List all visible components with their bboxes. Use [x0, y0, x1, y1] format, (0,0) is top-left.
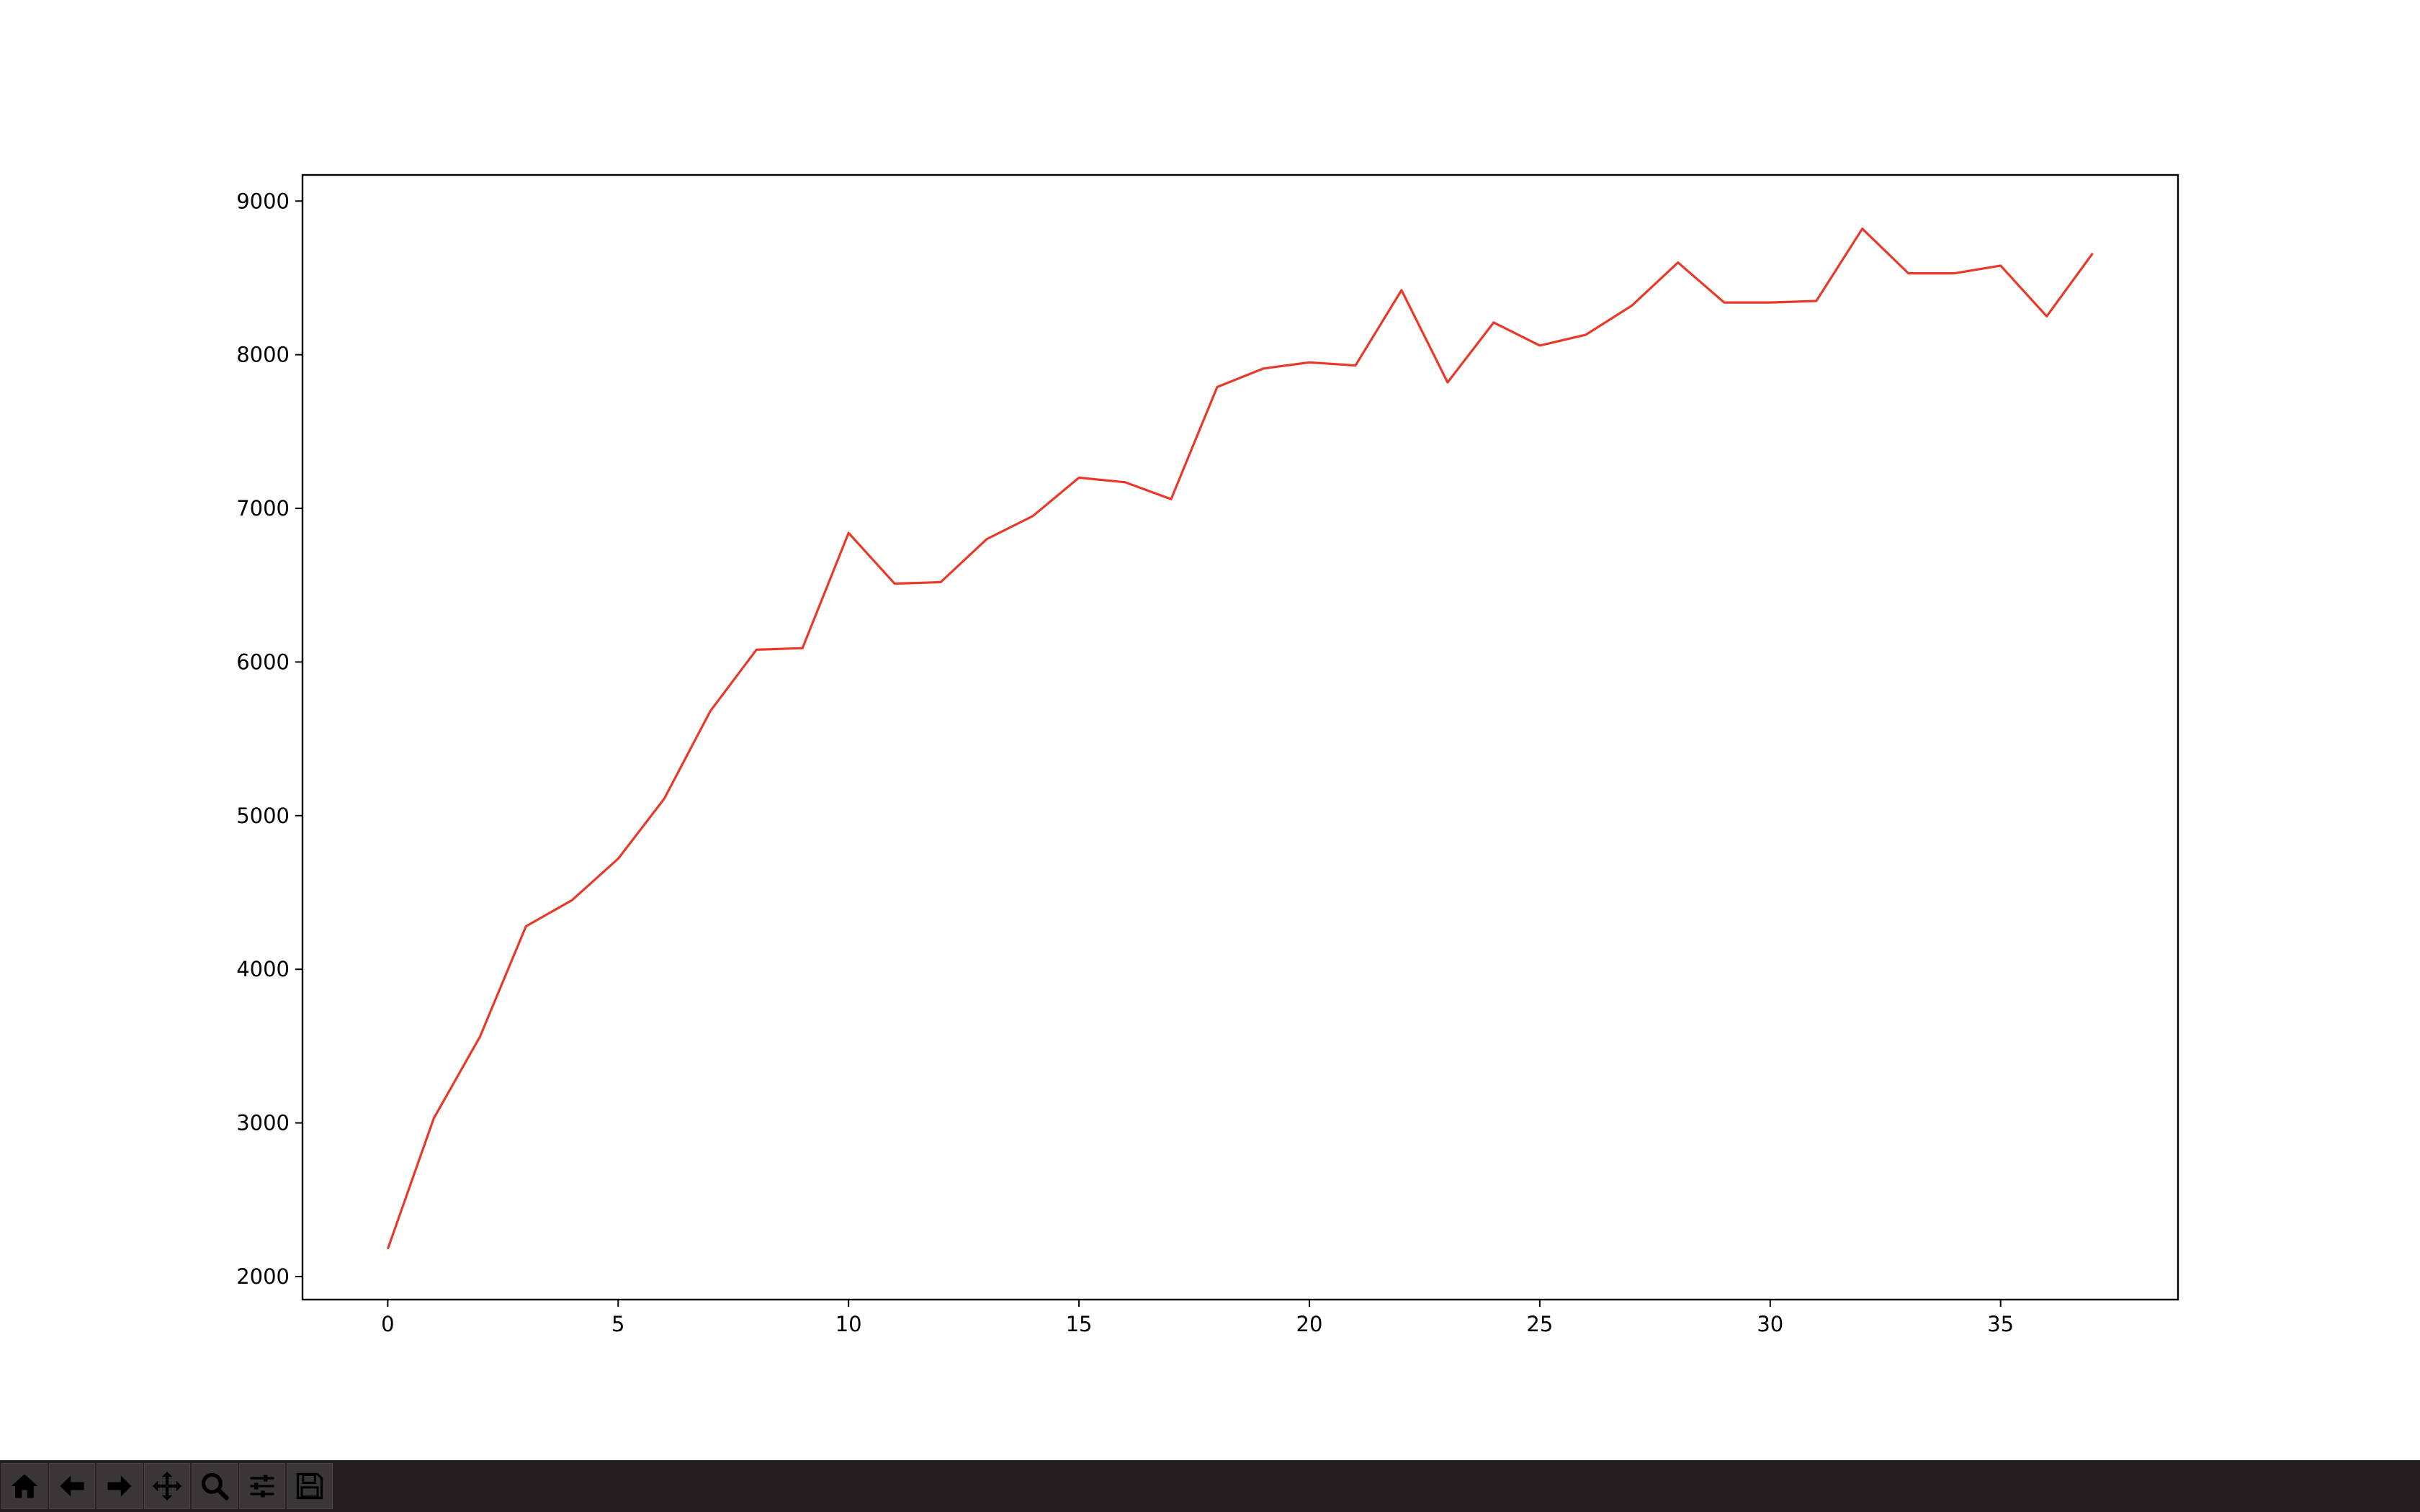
x-tick-label: 30: [1757, 1312, 1783, 1336]
forward-arrow-icon: [107, 1475, 132, 1497]
forward-button[interactable]: [97, 1463, 143, 1509]
navigation-toolbar: [0, 1460, 2420, 1512]
x-tick-label: 0: [381, 1312, 394, 1336]
home-button[interactable]: [1, 1463, 48, 1509]
zoom-magnifier-icon: [201, 1472, 229, 1500]
figure-canvas: 0 5 10 15 20 25 30 35 2000 3000 4000 5000 6000 7000 80…: [236, 174, 2179, 1336]
y-tick-label: 3000: [236, 1111, 290, 1135]
y-tick-label: 6000: [236, 649, 290, 674]
configure-subplots-button[interactable]: [239, 1463, 285, 1509]
x-tick-label: 25: [1526, 1312, 1553, 1336]
configure-subplots-icon: [250, 1475, 274, 1498]
y-tick-label: 2000: [236, 1264, 290, 1289]
y-tick-label: 5000: [236, 804, 290, 828]
y-tick-label: 8000: [236, 343, 290, 367]
axes-frame: [301, 174, 2179, 1301]
y-tick-label: 9000: [236, 189, 290, 213]
line-chart: 0 5 10 15 20 25 30 35 2000 3000 4000 5000 6000 7000 80…: [236, 174, 2179, 1336]
axis-ticks: 0 5 10 15 20 25 30 35 2000 3000 4000 5000 6000 7000 80…: [236, 189, 2014, 1336]
x-tick-label: 10: [835, 1312, 862, 1336]
x-tick-label: 5: [611, 1312, 624, 1336]
series-line: [386, 228, 2094, 1250]
zoom-button[interactable]: [192, 1463, 238, 1509]
y-tick-label: 7000: [236, 496, 290, 521]
plot-lines: [386, 228, 2094, 1250]
x-tick-label: 15: [1066, 1312, 1093, 1336]
home-icon: [11, 1474, 38, 1498]
save-floppy-icon: [296, 1472, 323, 1500]
back-arrow-icon: [60, 1475, 84, 1497]
y-tick-label: 4000: [236, 957, 290, 981]
pan-button[interactable]: [144, 1463, 190, 1509]
pan-move-icon: [152, 1471, 182, 1501]
back-button[interactable]: [49, 1463, 95, 1509]
save-button[interactable]: [287, 1463, 333, 1509]
x-tick-label: 20: [1296, 1312, 1323, 1336]
x-tick-label: 35: [1987, 1312, 2014, 1336]
